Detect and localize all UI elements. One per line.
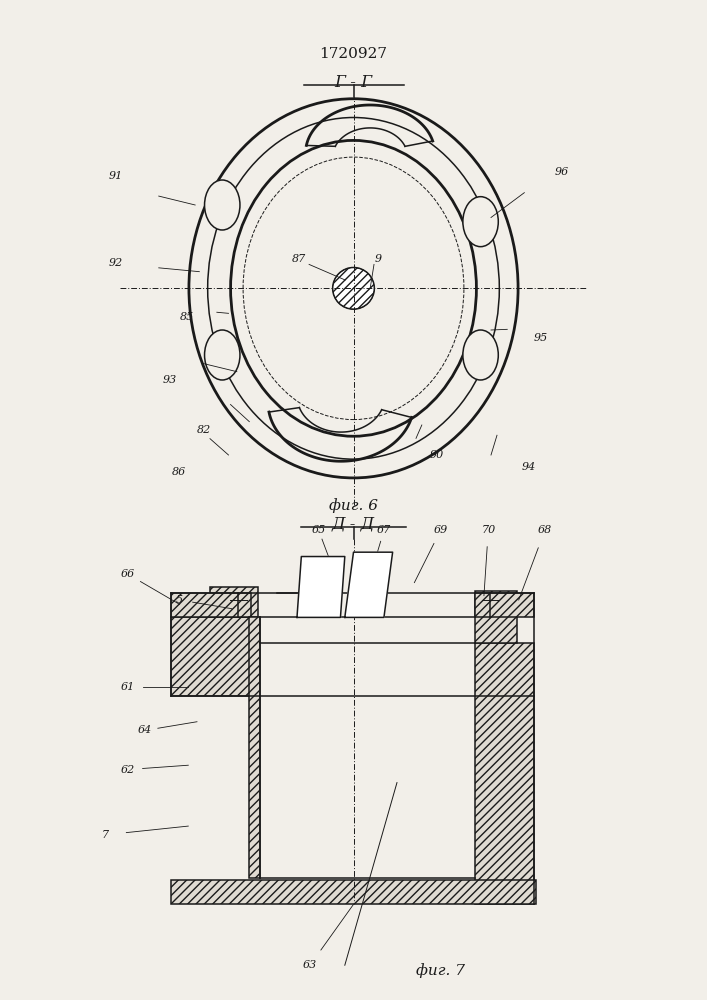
Text: 69: 69 [433,525,448,535]
Text: 9: 9 [375,254,382,264]
Text: 67: 67 [377,525,391,535]
Ellipse shape [463,330,498,380]
Text: 68: 68 [538,525,552,535]
Text: 93: 93 [163,375,177,385]
Text: 91: 91 [109,171,123,181]
Bar [475,643,534,904]
Text: 82: 82 [197,425,211,435]
Polygon shape [345,552,392,617]
Ellipse shape [204,330,240,380]
Text: 66: 66 [120,569,134,579]
Bar [475,593,534,617]
Text: 87: 87 [292,254,306,264]
Text: 95: 95 [534,333,548,343]
Text: 7: 7 [102,830,110,840]
Text: 63: 63 [303,960,317,970]
Ellipse shape [463,197,498,247]
Text: 85: 85 [180,312,194,322]
Text: Д - Д: Д - Д [332,515,375,532]
Bar [171,617,251,696]
Text: фиг. 7: фиг. 7 [416,963,465,978]
Text: 65: 65 [312,525,326,535]
Bar [171,593,251,617]
Text: 61: 61 [120,682,134,692]
Text: 94: 94 [521,462,536,473]
Bar [249,617,260,878]
Text: 92: 92 [109,258,123,268]
Text: 62: 62 [120,765,134,775]
Circle shape [333,267,374,309]
Bar [171,880,536,904]
Text: 70: 70 [481,525,496,535]
Text: 86: 86 [171,467,186,477]
Text: 64: 64 [138,725,152,735]
Text: 90: 90 [430,450,444,460]
Bar [210,587,258,617]
Text: Г - Г: Г - Г [334,74,373,91]
Text: 96: 96 [555,167,569,177]
Text: 5: 5 [176,595,183,605]
Ellipse shape [204,180,240,230]
Bar [475,591,517,643]
Text: 1720927: 1720927 [320,47,387,61]
Text: фиг. 6: фиг. 6 [329,498,378,513]
Polygon shape [297,557,345,617]
